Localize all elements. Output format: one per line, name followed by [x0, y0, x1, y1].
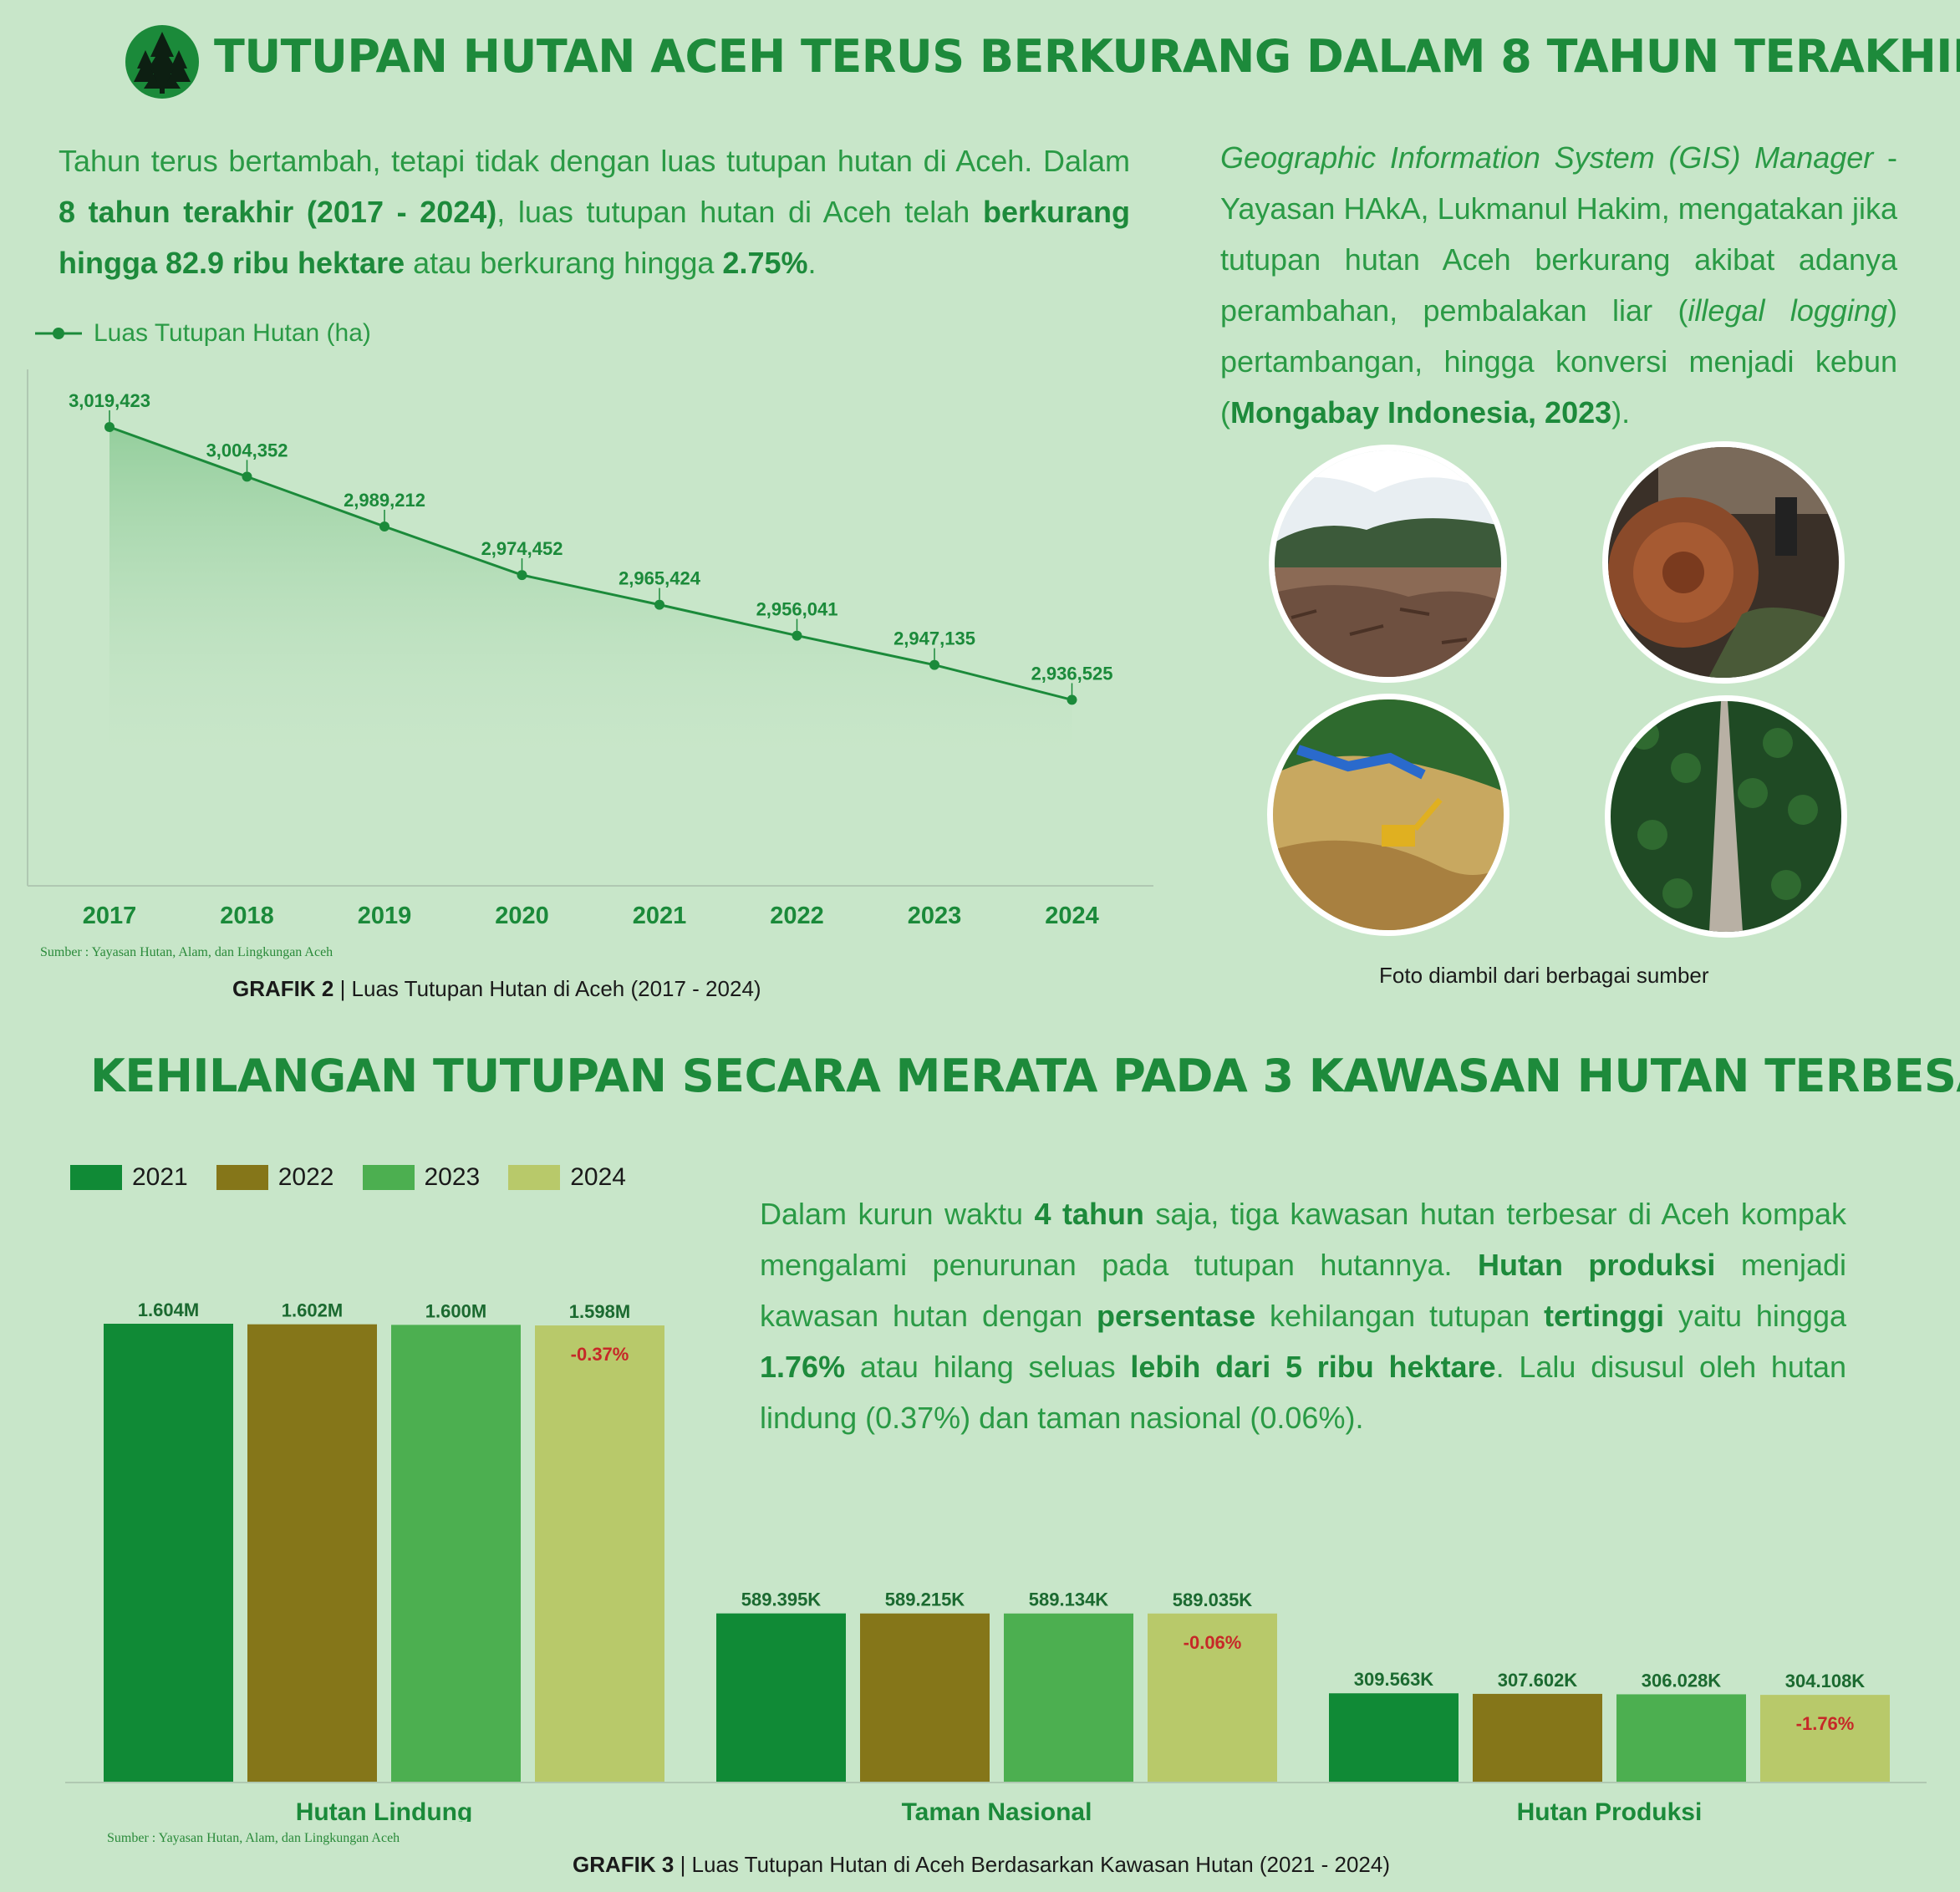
data-label-2021: 2,965,424	[619, 568, 701, 589]
bar-chart-legend: 2021 2022 2023 2024	[70, 1163, 626, 1192]
bar-value-label: 309.563K	[1354, 1669, 1434, 1690]
bar-value-label: 307.602K	[1498, 1670, 1578, 1691]
bar-taman-nasional-2022	[860, 1613, 990, 1782]
bar-value-label: 1.600M	[425, 1300, 486, 1321]
x-tick-label-2022: 2022	[770, 903, 824, 929]
data-label-2018: 3,004,352	[206, 440, 288, 460]
chart1-caption: GRAFIK 2 | Luas Tutupan Hutan di Aceh (2…	[232, 976, 761, 1001]
x-tick-label-2021: 2021	[633, 903, 687, 929]
data-point-2022	[792, 630, 802, 641]
mining-excavator-photo	[1267, 694, 1509, 936]
category-label-hutan-produksi: Hutan Produksi	[1517, 1798, 1703, 1822]
bar-value-label: 1.604M	[138, 1299, 199, 1320]
x-tick-label-2018: 2018	[220, 903, 274, 929]
bar-hutan-produksi-2023	[1616, 1694, 1746, 1782]
bar-value-label: 589.395K	[741, 1589, 822, 1610]
chart2-source: Sumber : Yayasan Hutan, Alam, dan Lingku…	[107, 1831, 400, 1845]
x-tick-label-2020: 2020	[495, 903, 549, 929]
data-point-2024	[1067, 694, 1077, 705]
bar-chart: 1.604M 1.602M 1.600M 1.598M -0.37% Hutan Lind…	[65, 1299, 1927, 1822]
data-label-2022: 2,956,041	[756, 599, 838, 620]
section2-title: KEHILANGAN TUTUPAN SECARA MERATA PADA 3 …	[90, 1050, 1960, 1102]
photos-caption: Foto diambil dari berbagai sumber	[1379, 963, 1709, 988]
series-line	[109, 425, 1072, 701]
bar-hutan-lindung-2024	[535, 1325, 664, 1782]
forest-logo	[125, 25, 199, 99]
bar-value-label: 1.598M	[569, 1301, 630, 1322]
intro-paragraph: Tahun terus bertambah, tetapi tidak deng…	[59, 144, 1130, 280]
data-label-2024: 2,936,525	[1031, 663, 1113, 684]
legend-swatch-2024	[508, 1165, 561, 1190]
data-label-2020: 2,974,452	[481, 538, 563, 559]
bar-hutan-lindung-2023	[391, 1325, 521, 1782]
bar-value-label: 589.035K	[1173, 1589, 1253, 1610]
bar-hutan-produksi-2024	[1760, 1695, 1890, 1782]
data-point-2019	[379, 521, 389, 531]
bar-hutan-lindung-2022	[247, 1324, 377, 1782]
data-point-2023	[929, 659, 939, 670]
category-label-hutan-lindung: Hutan Lindung	[296, 1798, 473, 1822]
bar-taman-nasional-2021	[716, 1613, 846, 1782]
page-title: TUTUPAN HUTAN ACEH TERUS BERKURANG DALAM…	[214, 30, 1960, 83]
data-point-2018	[242, 471, 252, 482]
legend-label-2022: 2022	[277, 1163, 334, 1191]
forest-trees-icon	[125, 25, 199, 99]
bar-value-label: 304.108K	[1785, 1671, 1866, 1691]
bar-change-label: -0.06%	[1184, 1632, 1242, 1653]
data-label-2023: 2,947,135	[893, 628, 975, 649]
line-chart-legend: Luas Tutupan Hutan (ha)	[33, 319, 371, 348]
x-tick-label-2017: 2017	[83, 903, 137, 929]
bar-hutan-produksi-2021	[1329, 1693, 1459, 1782]
bar-value-label: 589.215K	[885, 1589, 965, 1610]
data-point-2021	[654, 599, 664, 610]
x-tick-label-2019: 2019	[358, 903, 412, 929]
legend-label: Luas Tutupan Hutan (ha)	[94, 319, 371, 347]
chart1-source: Sumber : Yayasan Hutan, Alam, dan Lingku…	[40, 945, 333, 959]
legend-label-2023: 2023	[424, 1163, 481, 1191]
x-tick-label-2024: 2024	[1045, 903, 1099, 929]
palm-plantation-photo	[1605, 695, 1847, 938]
category-label-taman-nasional: Taman Nasional	[902, 1798, 1092, 1822]
section2-paragraph: Dalam kurun waktu 4 tahun saja, tiga kaw…	[760, 1197, 1846, 1435]
legend-label-2024: 2024	[570, 1163, 626, 1191]
x-tick-label-2023: 2023	[908, 903, 962, 929]
legend-label-2021: 2021	[132, 1163, 188, 1191]
quote-paragraph: Geographic Information System (GIS) Mana…	[1220, 140, 1897, 430]
bar-taman-nasional-2024	[1148, 1613, 1277, 1782]
bar-change-label: -0.37%	[571, 1344, 629, 1365]
bar-change-label: -1.76%	[1796, 1713, 1855, 1734]
chart2-caption: GRAFIK 3 | Luas Tutupan Hutan di Aceh Be…	[573, 1852, 1390, 1877]
data-label-2019: 2,989,212	[344, 490, 425, 511]
data-point-2017	[104, 422, 115, 433]
bar-value-label: 1.602M	[282, 1300, 343, 1321]
bar-taman-nasional-2023	[1004, 1613, 1133, 1782]
legend-swatch-2022	[216, 1165, 268, 1190]
legend-line-marker	[35, 328, 82, 339]
bar-value-label: 589.134K	[1029, 1589, 1109, 1610]
legend-swatch-2021	[70, 1165, 122, 1190]
legend-swatch-2023	[362, 1165, 415, 1190]
logging-photo	[1602, 441, 1845, 684]
deforested-land-photo	[1269, 445, 1507, 683]
data-label-2017: 3,019,423	[69, 390, 150, 411]
data-point-2020	[517, 570, 527, 581]
bar-value-label: 306.028K	[1642, 1670, 1722, 1691]
bar-hutan-produksi-2022	[1473, 1693, 1602, 1782]
bar-hutan-lindung-2021	[104, 1324, 233, 1782]
line-chart: 3,019,423 2017 3,004,352 2018 2,989,212 2019 2…	[27, 369, 1153, 929]
area-fill	[109, 427, 1072, 756]
